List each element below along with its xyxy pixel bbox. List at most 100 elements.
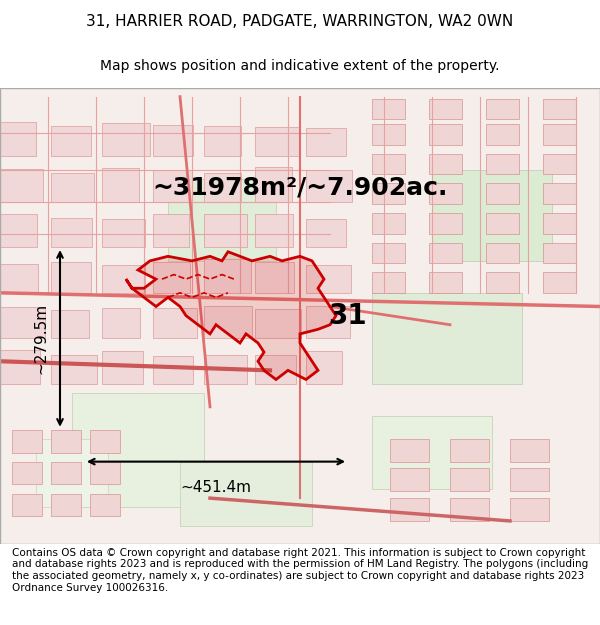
Bar: [102, 168, 139, 201]
Bar: [486, 213, 519, 234]
Bar: [372, 416, 492, 489]
Bar: [204, 214, 247, 247]
Bar: [153, 308, 197, 339]
Bar: [390, 439, 429, 462]
Bar: [429, 213, 462, 234]
Bar: [486, 124, 519, 144]
Bar: [255, 309, 301, 339]
Bar: [429, 272, 462, 292]
Bar: [429, 242, 462, 263]
Bar: [372, 242, 405, 263]
Bar: [450, 439, 489, 462]
Text: ~31978m²/~7.902ac.: ~31978m²/~7.902ac.: [152, 176, 448, 200]
Bar: [306, 128, 346, 156]
Bar: [510, 469, 549, 491]
Bar: [204, 126, 241, 156]
Bar: [12, 430, 42, 452]
Bar: [51, 173, 94, 201]
Bar: [51, 262, 91, 292]
Bar: [306, 265, 351, 292]
Bar: [372, 292, 522, 384]
Bar: [51, 430, 81, 452]
Bar: [0, 350, 40, 384]
Bar: [204, 173, 241, 201]
Bar: [102, 123, 149, 156]
Bar: [543, 124, 576, 144]
Bar: [255, 168, 292, 201]
Bar: [51, 218, 92, 247]
Bar: [543, 213, 576, 234]
Bar: [12, 462, 42, 484]
Bar: [168, 179, 276, 261]
Bar: [390, 498, 429, 521]
Bar: [486, 99, 519, 119]
Bar: [51, 310, 89, 339]
Text: ~279.5m: ~279.5m: [33, 303, 48, 374]
Bar: [90, 430, 120, 452]
Bar: [543, 99, 576, 119]
Bar: [372, 124, 405, 144]
Bar: [255, 127, 300, 156]
Bar: [306, 219, 346, 247]
Bar: [429, 154, 462, 174]
Text: ~451.4m: ~451.4m: [181, 480, 251, 495]
Bar: [51, 494, 81, 516]
Bar: [255, 355, 296, 384]
Bar: [36, 439, 108, 508]
Bar: [90, 462, 120, 484]
Bar: [450, 469, 489, 491]
Text: Contains OS data © Crown copyright and database right 2021. This information is : Contains OS data © Crown copyright and d…: [12, 548, 588, 592]
Bar: [372, 213, 405, 234]
Bar: [153, 125, 193, 156]
Bar: [306, 351, 342, 384]
Bar: [390, 469, 429, 491]
Text: 31, HARRIER ROAD, PADGATE, WARRINGTON, WA2 0WN: 31, HARRIER ROAD, PADGATE, WARRINGTON, W…: [86, 14, 514, 29]
Bar: [486, 242, 519, 263]
Bar: [372, 272, 405, 292]
Bar: [372, 99, 405, 119]
Bar: [102, 219, 145, 247]
Bar: [543, 154, 576, 174]
Bar: [102, 351, 143, 384]
Bar: [51, 355, 97, 384]
Bar: [255, 262, 295, 292]
Bar: [0, 307, 45, 339]
Bar: [153, 169, 192, 201]
Bar: [510, 498, 549, 521]
Bar: [0, 264, 38, 292]
FancyBboxPatch shape: [0, 88, 600, 544]
Polygon shape: [126, 252, 336, 379]
Bar: [102, 308, 140, 339]
Bar: [0, 122, 36, 156]
Bar: [12, 494, 42, 516]
Bar: [255, 214, 293, 247]
Bar: [0, 169, 43, 201]
Bar: [153, 356, 193, 384]
Bar: [153, 262, 190, 292]
Bar: [486, 154, 519, 174]
Bar: [51, 126, 91, 156]
Text: 31: 31: [329, 302, 367, 329]
Bar: [543, 272, 576, 292]
Bar: [543, 183, 576, 204]
Bar: [204, 356, 247, 384]
Bar: [204, 306, 251, 339]
Text: Map shows position and indicative extent of the property.: Map shows position and indicative extent…: [100, 59, 500, 72]
Bar: [429, 99, 462, 119]
Bar: [486, 272, 519, 292]
Bar: [72, 393, 204, 508]
Bar: [0, 214, 37, 247]
Bar: [450, 498, 489, 521]
Bar: [306, 306, 350, 339]
Bar: [372, 154, 405, 174]
Bar: [486, 183, 519, 204]
Bar: [372, 183, 405, 204]
Bar: [180, 462, 312, 526]
Bar: [429, 183, 462, 204]
Bar: [306, 170, 352, 201]
Bar: [102, 265, 145, 292]
Bar: [510, 439, 549, 462]
Bar: [90, 494, 120, 516]
Bar: [429, 124, 462, 144]
Bar: [51, 462, 81, 484]
